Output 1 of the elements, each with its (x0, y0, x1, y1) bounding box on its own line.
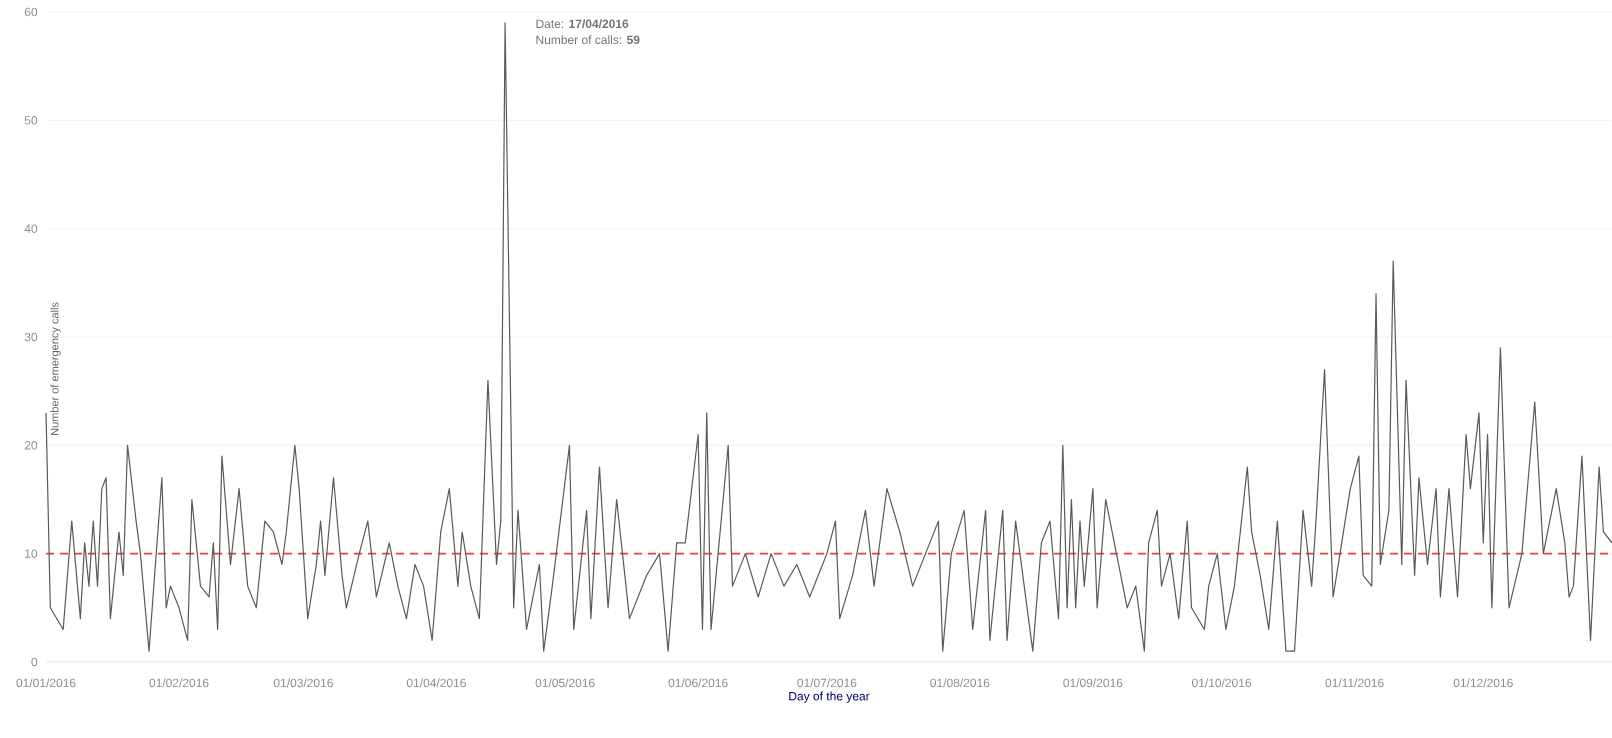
line-series (45, 22, 1612, 652)
